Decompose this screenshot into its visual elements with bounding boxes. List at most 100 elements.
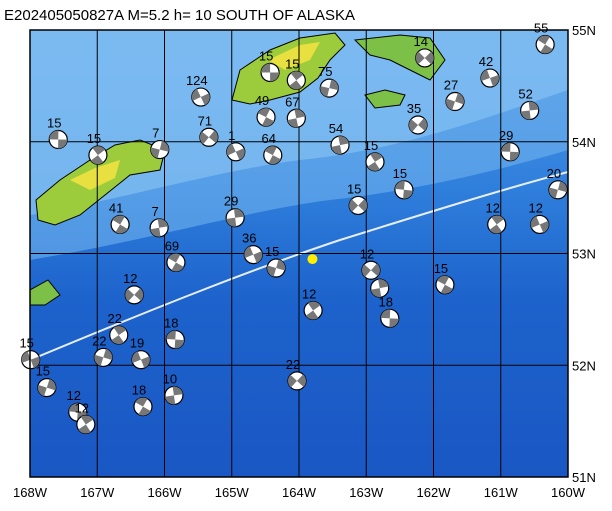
beachball-quadrant xyxy=(440,284,453,294)
depth-label: 12 xyxy=(123,271,137,286)
beachball-quadrant xyxy=(262,117,275,127)
depth-label: 42 xyxy=(479,54,493,69)
beachball-quadrant xyxy=(290,71,304,81)
depth-label: 67 xyxy=(285,94,299,109)
beachball xyxy=(361,260,381,280)
beachball xyxy=(286,70,306,90)
beachball xyxy=(266,258,286,278)
depth-label: 18 xyxy=(132,383,146,398)
beachball xyxy=(480,68,500,88)
beachball xyxy=(199,127,219,147)
y-tick-label: 54N xyxy=(572,135,596,150)
beachball xyxy=(226,142,246,162)
beachball-quadrant xyxy=(113,326,127,336)
beachball xyxy=(520,100,540,121)
beachball xyxy=(131,350,151,370)
beachball-quadrant xyxy=(403,189,413,199)
depth-label: 69 xyxy=(165,238,179,253)
beachball xyxy=(48,129,68,150)
beachball xyxy=(287,371,307,391)
land xyxy=(353,34,446,81)
beachball-quadrant xyxy=(380,309,391,319)
beachball-quadrant xyxy=(409,119,419,132)
beachball-quadrant xyxy=(349,199,359,212)
beachball xyxy=(225,208,245,228)
beachball xyxy=(535,34,555,55)
beachball-quadrant xyxy=(200,93,210,106)
depth-label: 71 xyxy=(198,113,212,128)
beachball-quadrant xyxy=(94,354,104,367)
beachball xyxy=(124,285,144,305)
beachball-quadrant xyxy=(168,253,181,263)
beachball-quadrant xyxy=(394,180,405,190)
beachball-quadrant xyxy=(509,151,520,161)
beachball-quadrant xyxy=(268,155,281,165)
beachball-quadrant xyxy=(294,109,306,119)
beachball-quadrant xyxy=(289,80,302,90)
y-tick-label: 52N xyxy=(572,358,596,373)
beachball-quadrant xyxy=(307,301,321,311)
depth-label: 12 xyxy=(529,200,543,215)
beachball xyxy=(548,180,568,200)
beachball-quadrant xyxy=(418,118,428,131)
beachball-quadrant xyxy=(338,136,349,146)
beachball xyxy=(415,48,435,68)
frame xyxy=(29,29,569,478)
beachball xyxy=(500,142,520,162)
beachball-quadrant xyxy=(150,147,160,159)
beachball-quadrant xyxy=(378,279,389,289)
beachball-quadrant xyxy=(157,218,169,228)
depth-label: 15 xyxy=(347,181,361,196)
depth-label: 20 xyxy=(547,166,561,181)
beachball-quadrant xyxy=(489,224,503,234)
depth-label: 15 xyxy=(393,166,407,181)
beachball-quadrant xyxy=(138,406,151,416)
beachball xyxy=(149,218,169,238)
beachball-quadrant xyxy=(370,263,380,277)
beachball xyxy=(191,87,211,107)
depth-label: 7 xyxy=(152,126,159,141)
beachball-quadrant xyxy=(270,72,280,82)
beachball-quadrant xyxy=(125,288,135,302)
beachball xyxy=(530,214,550,235)
trench xyxy=(30,171,568,361)
depth-label: 15 xyxy=(434,261,448,276)
beachball-quadrant xyxy=(226,217,237,227)
beachball-quadrant xyxy=(199,131,209,145)
x-tick-label: 166W xyxy=(148,485,183,500)
beachball xyxy=(286,108,306,128)
beachball xyxy=(37,378,57,398)
epicenter xyxy=(307,254,318,265)
depth-label: 41 xyxy=(109,200,123,215)
depth-label: 15 xyxy=(259,48,273,63)
beachball xyxy=(487,214,507,235)
beachball-quadrant xyxy=(166,330,176,340)
beachball-quadrant xyxy=(78,424,91,434)
beachball-quadrant xyxy=(131,351,141,363)
beachball xyxy=(133,396,153,417)
x-tick-label: 165W xyxy=(215,485,250,500)
depth-label: 12 xyxy=(75,400,89,415)
beachball-quadrant xyxy=(287,118,299,128)
beachball-quadrant xyxy=(557,181,567,193)
depth-label: 15 xyxy=(285,56,299,71)
beachball xyxy=(365,152,385,172)
depth-label: 75 xyxy=(318,64,332,79)
depth-label: 18 xyxy=(379,294,393,309)
beachball xyxy=(76,414,96,435)
beachball-quadrant xyxy=(103,348,113,361)
depth-label: 36 xyxy=(242,231,256,246)
beachball-quadrant xyxy=(370,288,382,298)
beachball-quadrant xyxy=(437,275,450,285)
beachball-quadrant xyxy=(115,224,128,234)
beachball-quadrant xyxy=(530,216,540,229)
beachball xyxy=(164,385,184,406)
beachball-quadrant xyxy=(370,152,383,162)
map-title: E202405050827A M=5.2 h= 10 SOUTH OF ALAS… xyxy=(4,7,355,24)
beachball-quadrant xyxy=(172,386,183,396)
events: 1515751244967711515716454352912201215712… xyxy=(19,21,568,435)
beachball-quadrant xyxy=(191,88,201,101)
beachball-quadrant xyxy=(46,379,56,391)
beachball xyxy=(330,135,350,155)
